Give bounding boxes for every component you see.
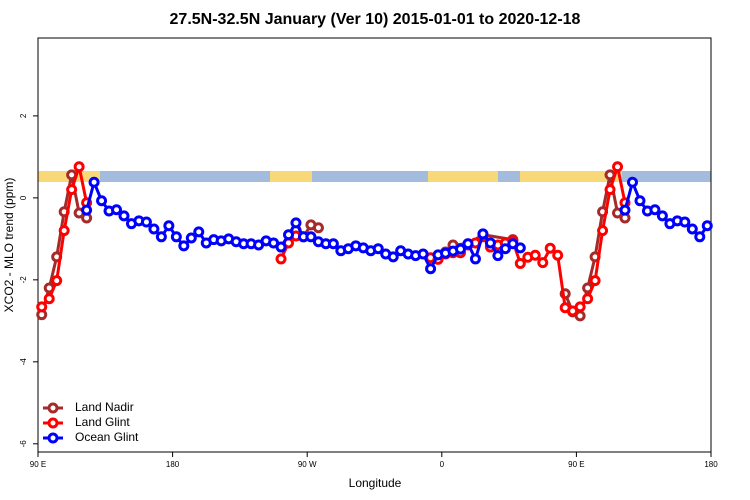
legend-marker: [47, 417, 59, 429]
data-point: [694, 231, 706, 243]
data-point: [477, 228, 489, 240]
y-tick-label: -2: [19, 276, 28, 284]
legend-marker: [47, 432, 59, 444]
data-point: [417, 248, 429, 260]
x-axis-label: Longitude: [349, 476, 402, 490]
data-point: [283, 229, 295, 241]
data-point: [582, 293, 594, 305]
x-tick-label: 90 E: [30, 460, 46, 469]
data-point: [43, 293, 55, 305]
data-point: [574, 301, 586, 313]
data-point: [96, 195, 108, 207]
data-point: [193, 226, 205, 238]
data-point: [387, 251, 399, 263]
y-tick-label: -6: [19, 440, 28, 448]
data-point: [454, 243, 466, 255]
data-point: [514, 257, 526, 269]
y-tick-label: -4: [19, 358, 28, 366]
data-point: [51, 275, 63, 287]
land-strip: [428, 171, 498, 182]
legend-label: Ocean Glint: [75, 430, 139, 444]
data-point: [312, 222, 324, 234]
data-point: [275, 253, 287, 265]
series-line: [430, 160, 627, 313]
data-point: [372, 243, 384, 255]
land-strip: [520, 171, 622, 182]
x-tick-label: 180: [166, 460, 180, 469]
data-point: [178, 240, 190, 252]
y-tick-label: 2: [19, 113, 28, 118]
data-point: [118, 210, 130, 222]
data-point: [290, 217, 302, 229]
data-point: [425, 263, 437, 275]
data-point: [597, 225, 609, 237]
data-point: [111, 204, 123, 216]
series-line: [563, 174, 626, 319]
chart-title: 27.5N-32.5N January (Ver 10) 2015-01-01 …: [170, 11, 581, 28]
data-point: [634, 195, 646, 207]
data-point: [148, 223, 160, 235]
data-point: [619, 204, 631, 216]
data-point: [462, 238, 474, 250]
data-point: [679, 216, 691, 228]
data-point: [81, 204, 93, 216]
data-point: [170, 231, 182, 243]
data-point: [484, 237, 496, 249]
data-point: [589, 275, 601, 287]
x-tick-label: 90 E: [568, 460, 584, 469]
data-point: [649, 204, 661, 216]
land-strip: [270, 171, 312, 182]
data-point: [155, 231, 167, 243]
data-point: [66, 184, 78, 196]
data-point: [327, 238, 339, 250]
series: [81, 176, 713, 275]
y-tick-label: 0: [19, 195, 28, 200]
legend-marker: [47, 402, 59, 414]
data-point: [163, 220, 175, 232]
data-point: [604, 184, 616, 196]
data-point: [514, 242, 526, 254]
data-point: [58, 225, 70, 237]
x-tick-label: 0: [440, 460, 445, 469]
x-tick-label: 90 W: [298, 460, 317, 469]
data-point: [529, 249, 541, 261]
y-axis-label: XCO2 - MLO trend (ppm): [2, 178, 16, 313]
data-point: [552, 249, 564, 261]
data-point: [36, 301, 48, 313]
data-point: [686, 223, 698, 235]
data-point: [140, 216, 152, 228]
data-point: [73, 161, 85, 173]
plot-frame: [37, 37, 712, 453]
data-point: [88, 176, 100, 188]
data-point: [612, 161, 624, 173]
data-point: [537, 257, 549, 269]
legend-label: Land Glint: [75, 415, 130, 429]
data-point: [469, 253, 481, 265]
legend-label: Land Nadir: [75, 400, 134, 414]
data-point: [544, 242, 556, 254]
data-point: [305, 231, 317, 243]
data-point: [626, 176, 638, 188]
data-point: [499, 243, 511, 255]
x-tick-label: 180: [704, 460, 718, 469]
ocean-strip: [38, 171, 711, 182]
data-point: [275, 241, 287, 253]
data-point: [185, 232, 197, 244]
data-point: [492, 250, 504, 262]
data-point: [701, 220, 713, 232]
data-point: [656, 210, 668, 222]
